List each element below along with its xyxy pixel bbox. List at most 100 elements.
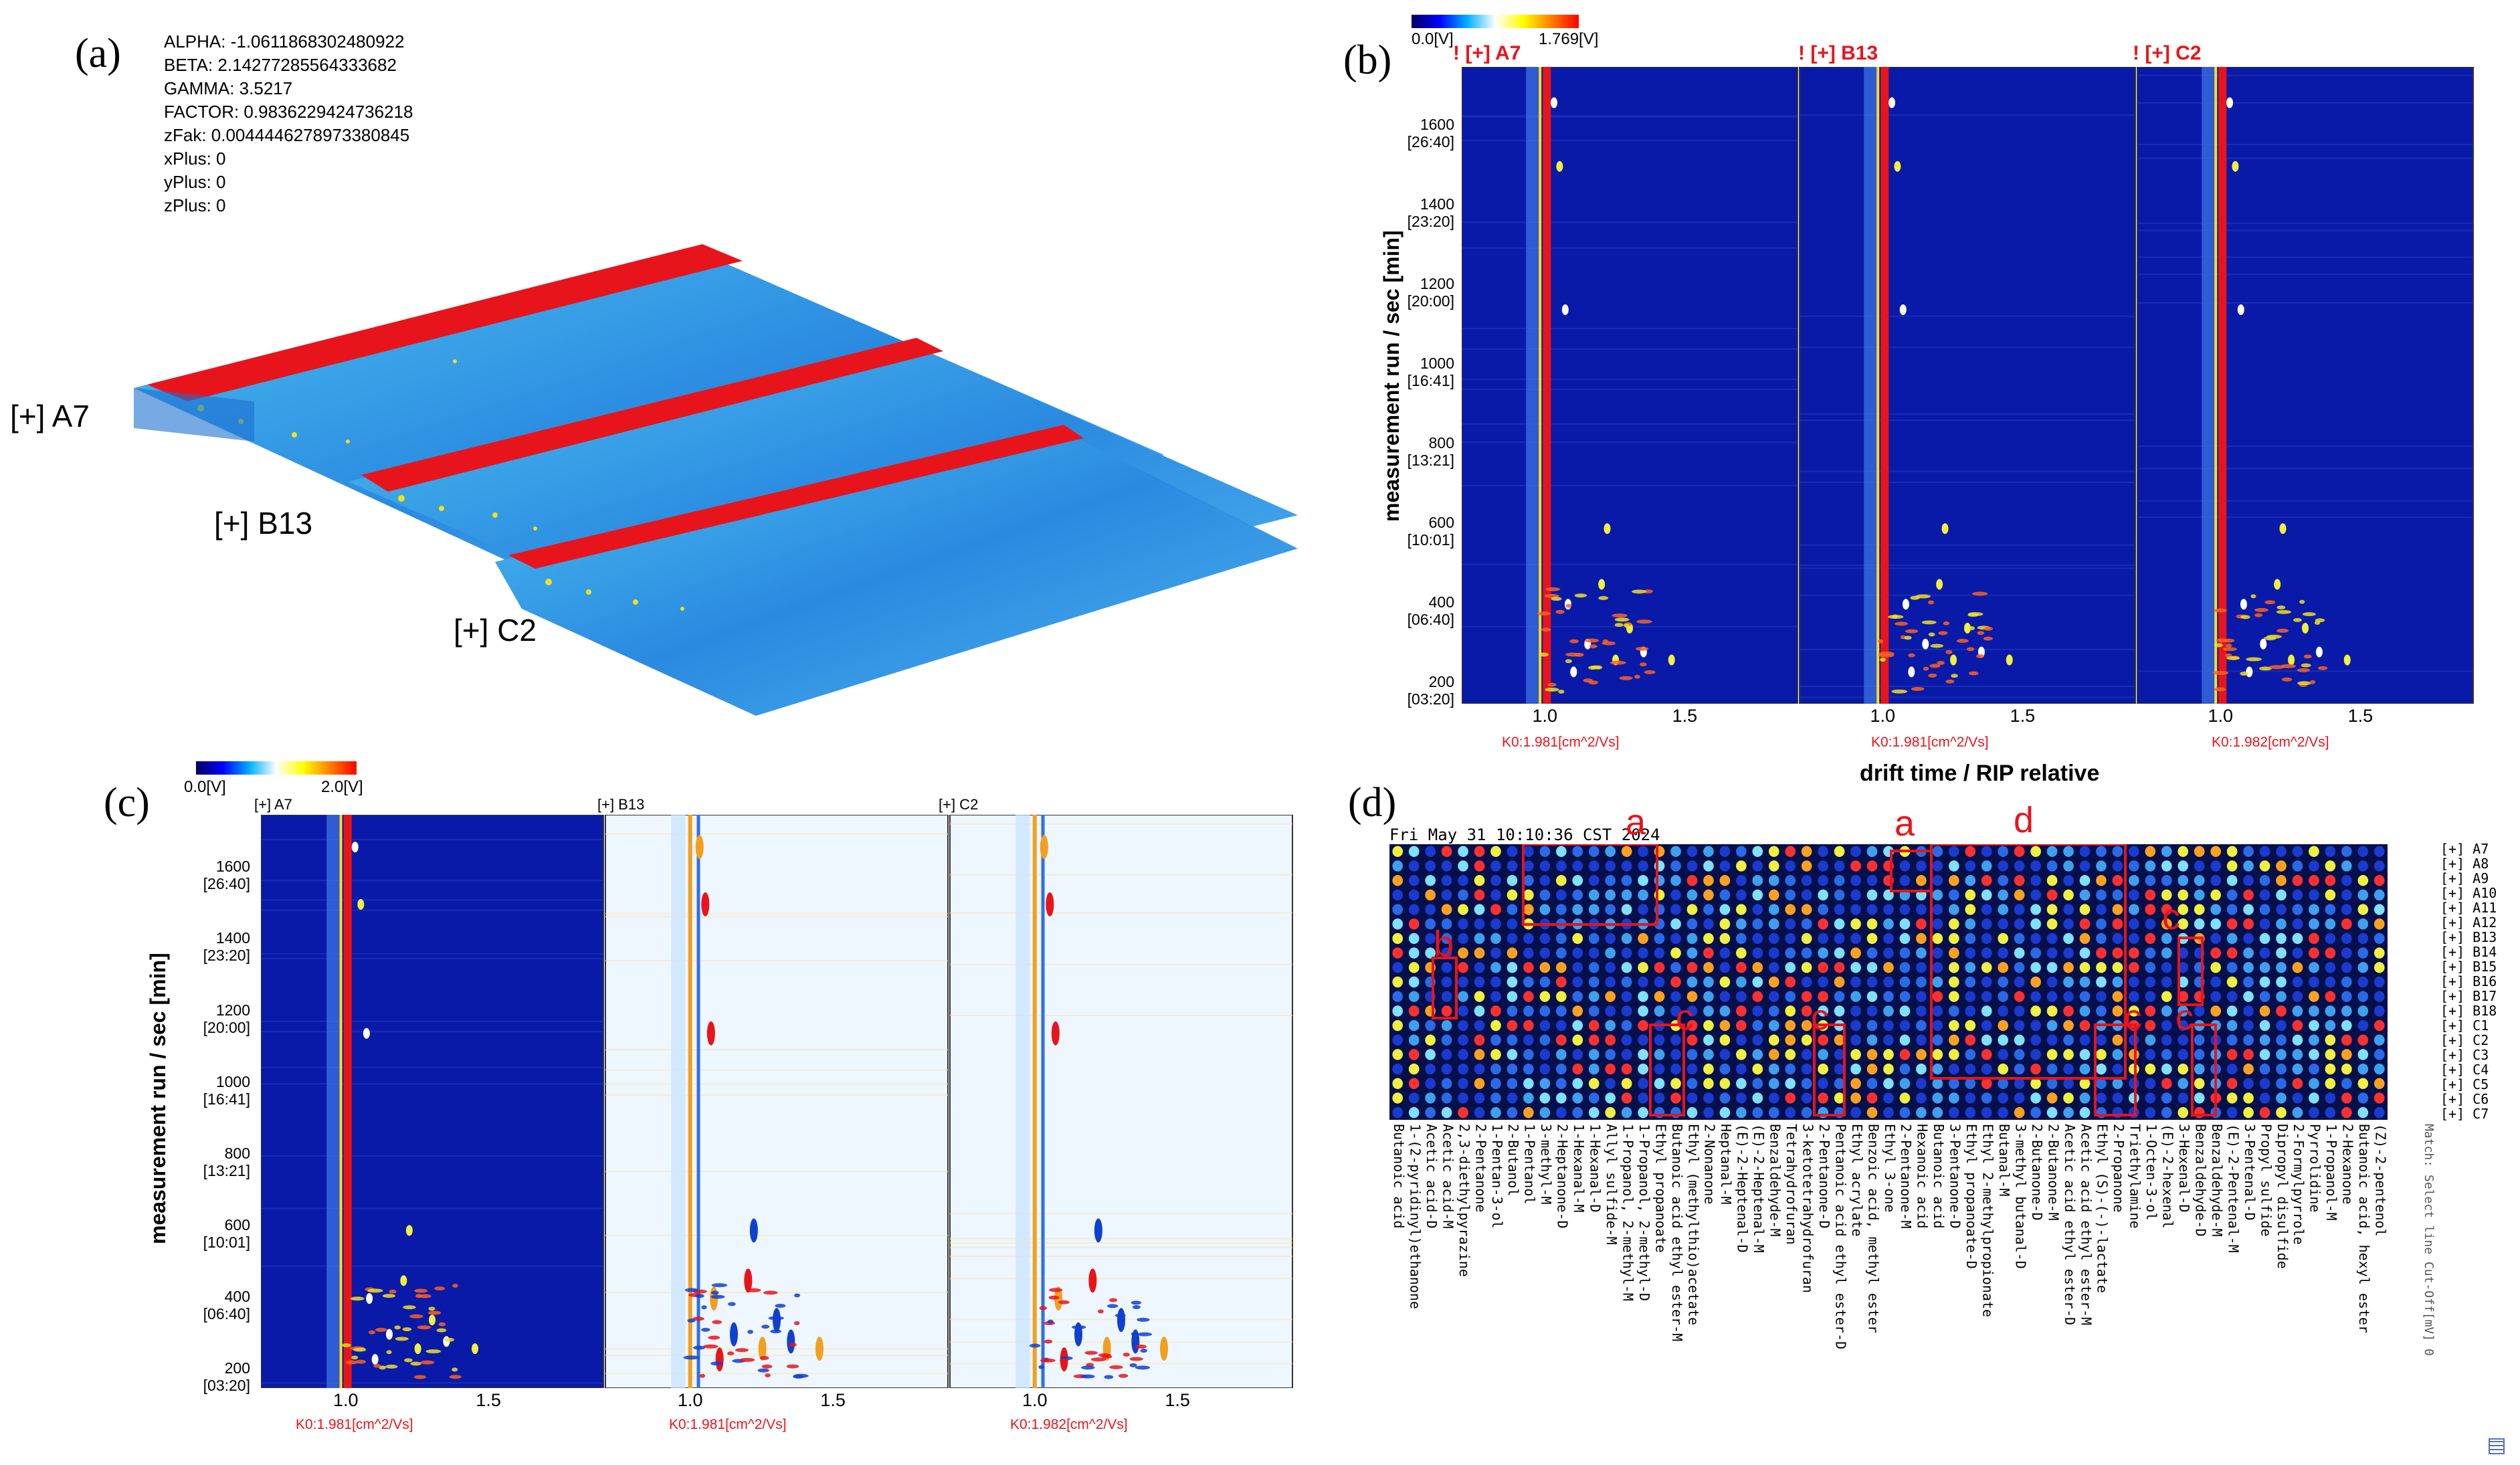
- corner-icon[interactable]: [2489, 1438, 2505, 1454]
- fingerprint-cell: [1703, 947, 1714, 959]
- compound-label: Ethyl (S)-(-)-lactate: [2095, 1124, 2109, 1293]
- fingerprint-cell: [1670, 976, 1681, 988]
- peak-cluster: [425, 1349, 442, 1354]
- peak-cluster: [759, 1356, 769, 1361]
- fingerprint-cell: [2292, 1019, 2303, 1032]
- fingerprint-cell: [2341, 1063, 2352, 1075]
- fingerprint-cell: [1572, 991, 1583, 1002]
- peak: [1936, 579, 1943, 590]
- fingerprint-cell: [1458, 860, 1468, 872]
- fingerprint-cell: [2276, 933, 2287, 945]
- fingerprint-cell: [1638, 1019, 1648, 1032]
- fingerprint-cell: [1621, 1049, 1632, 1060]
- fingerprint-cell: [1638, 1092, 1648, 1104]
- fingerprint-cell: [1638, 1106, 1648, 1118]
- fingerprint-cell: [1981, 1078, 1992, 1090]
- fingerprint-cell: [1621, 846, 1632, 858]
- fingerprint-cell: [2096, 860, 2107, 872]
- peak-cluster: [1966, 647, 1975, 652]
- fingerprint-cell: [2161, 1034, 2172, 1046]
- fingerprint-cell: [1981, 1063, 1992, 1075]
- fingerprint-cell: [2341, 962, 2352, 973]
- fingerprint-cell: [1638, 1063, 1648, 1075]
- fingerprint-cell: [2325, 947, 2336, 959]
- fingerprint-cell: [1949, 846, 1959, 858]
- fingerprint-cell: [1719, 860, 1731, 872]
- plot-area: [949, 815, 1293, 1388]
- peak-cluster: [1589, 644, 1597, 649]
- fingerprint-cell: [1555, 962, 1567, 973]
- peak: [351, 842, 359, 853]
- fingerprint-cell: [2014, 1034, 2025, 1046]
- fingerprint-cell: [2145, 904, 2156, 915]
- fingerprint-cell: [1899, 976, 1911, 988]
- peak-cluster: [1135, 1345, 1147, 1349]
- compound-label: 2-Heptanone-D: [1555, 1124, 1569, 1229]
- fingerprint-cell: [1523, 1106, 1534, 1118]
- rip-line-neg: [696, 815, 700, 1388]
- ytick-label: 1600 [26:40]: [203, 858, 250, 893]
- ytick-label: 200 [03:20]: [1407, 673, 1454, 708]
- fingerprint-cell: [1801, 904, 1812, 915]
- peak-cluster: [436, 1328, 447, 1333]
- fingerprint-cell: [1539, 976, 1551, 988]
- panel-b-title-b13: ! [+] B13: [1798, 42, 1878, 64]
- fingerprint-cell: [1507, 918, 1518, 930]
- fingerprint-cell: [1392, 1078, 1403, 1090]
- panel-c-yticks: 200 [03:20] 400 [06:40] 600 [10:01] 800 [13…: [194, 815, 254, 1394]
- fingerprint-cell: [1425, 874, 1436, 886]
- fingerprint-cell: [1441, 874, 1452, 886]
- rip-shoulder: [1864, 67, 1878, 704]
- fingerprint-cell: [2079, 1063, 2091, 1075]
- fingerprint-cell: [1490, 1049, 1501, 1060]
- fingerprint-cell: [2194, 1092, 2205, 1104]
- box-label-a: a: [1626, 802, 1646, 842]
- fingerprint-cell: [1605, 1078, 1616, 1090]
- fingerprint-cell: [1507, 1034, 1518, 1046]
- fingerprint-cell: [1703, 860, 1714, 872]
- fingerprint-cell: [2276, 1034, 2287, 1046]
- compound-label: 3-Pentenal-D: [2242, 1124, 2256, 1221]
- fingerprint-cell: [1588, 846, 1600, 858]
- sample-label: [+] A9: [2440, 870, 2489, 886]
- fingerprint-cell: [1850, 1078, 1861, 1090]
- rip-line: [1032, 815, 1037, 1388]
- fingerprint-cell: [1785, 1019, 1796, 1032]
- fingerprint-cell: [1703, 904, 1714, 915]
- fingerprint-cell: [1752, 1092, 1763, 1104]
- peak-cluster: [710, 1294, 725, 1299]
- fingerprint-cell: [2373, 976, 2385, 988]
- fingerprint-cell: [1458, 1034, 1468, 1046]
- peak: [386, 1329, 393, 1340]
- fingerprint-cell: [1441, 1078, 1452, 1090]
- fingerprint-cell: [1834, 874, 1845, 886]
- peak-cluster: [2317, 666, 2328, 670]
- fingerprint-cell: [1441, 904, 1452, 915]
- peak-cluster: [1107, 1304, 1119, 1308]
- peak-cluster: [1547, 682, 1557, 687]
- compound-label: 3-ketotetrahydrofuran: [1800, 1124, 1815, 1293]
- panel-d-timestamp: Fri May 31 10:10:36 CST 2024: [1389, 825, 1660, 844]
- fingerprint-cell: [1670, 1049, 1681, 1060]
- peak-cluster: [1047, 1319, 1054, 1324]
- fingerprint-cell: [2226, 874, 2238, 886]
- fingerprint-cell: [1539, 1063, 1551, 1075]
- fingerprint-cell: [2145, 1078, 2156, 1090]
- fingerprint-cell: [1998, 1019, 2009, 1032]
- fingerprint-cell: [2014, 1092, 2025, 1104]
- fingerprint-cell: [2357, 933, 2369, 945]
- fingerprint-cell: [1736, 904, 1747, 915]
- peak-cluster: [2240, 672, 2249, 676]
- fingerprint-cell: [1425, 947, 1436, 959]
- fingerprint-cell: [1703, 1063, 1714, 1075]
- compound-label: 2-Pentanone-D: [1816, 1124, 1831, 1229]
- peak-cluster: [1131, 1332, 1138, 1337]
- fingerprint-cell: [1899, 874, 1911, 886]
- compound-label: Butanoic acid ethyl ester-M: [1669, 1124, 1684, 1342]
- peak-cluster: [1635, 646, 1649, 651]
- fingerprint-cell: [1752, 1078, 1763, 1090]
- fingerprint-cell: [1654, 1034, 1665, 1046]
- rip-edge: [1539, 67, 1542, 704]
- fingerprint-cell: [1654, 976, 1665, 988]
- fingerprint-cell: [1736, 991, 1747, 1002]
